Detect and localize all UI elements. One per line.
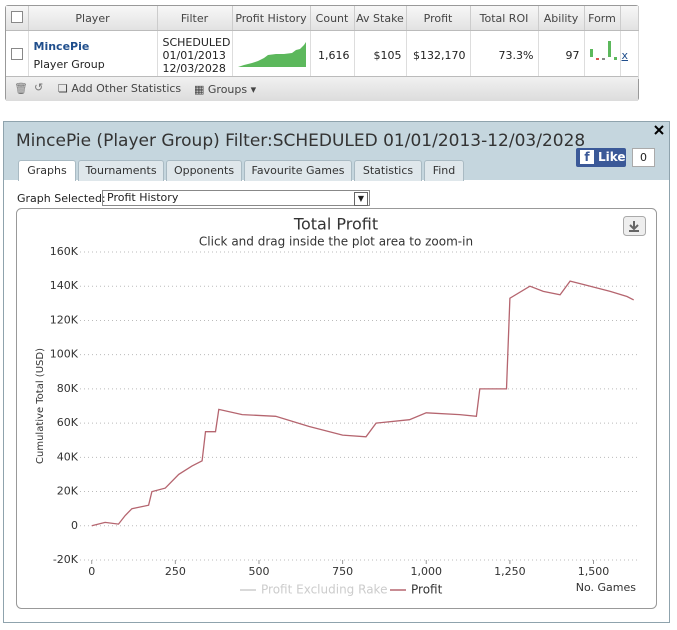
sparkline — [237, 41, 306, 67]
groups-label[interactable]: Groups — [207, 83, 248, 96]
y-axis-title: Cumulative Total (USD) — [35, 348, 46, 464]
like-label[interactable]: Like — [598, 150, 626, 164]
filter-line: SCHEDULED — [162, 35, 231, 49]
header[interactable]: Form — [584, 6, 621, 31]
tab[interactable]: Statistics — [354, 160, 422, 181]
graph-label: Graph Selected: — [17, 192, 106, 205]
tab[interactable]: Graphs — [18, 160, 76, 181]
header[interactable]: Ability — [538, 6, 585, 31]
y-tick-label: 20K — [57, 485, 79, 498]
header[interactable]: Av Stake — [354, 6, 407, 31]
graph-select-value[interactable]: Profit History — [107, 191, 179, 204]
like-button[interactable]: f Like — [576, 148, 626, 167]
chart-title: Total Profit — [293, 215, 378, 234]
header[interactable]: Total ROI — [470, 6, 539, 31]
x-axis-title: No. Games — [576, 581, 637, 594]
count: 1,616 — [310, 30, 355, 79]
groups-menu[interactable]: ▦ Groups ▾ — [194, 83, 257, 96]
chart: Total Profit Click and drag inside the p… — [16, 208, 657, 609]
y-tick-label: 140K — [50, 279, 79, 292]
stats-table: Player Filter Profit History Count Av St… — [6, 6, 639, 79]
panel-title: MincePie (Player Group) Filter:SCHEDULED… — [16, 131, 586, 151]
y-tick-label: 0 — [71, 519, 78, 532]
panel-header: MincePie (Player Group) Filter:SCHEDULED… — [4, 122, 669, 181]
x-tick-label: 1,000 — [410, 565, 442, 578]
y-tick-label: 160K — [50, 245, 79, 258]
profit-line — [91, 280, 634, 527]
tab[interactable]: Tournaments — [78, 160, 164, 181]
y-tick-label: -20K — [53, 553, 79, 566]
total-roi: 73.3% — [470, 30, 539, 79]
header[interactable]: Profit — [406, 6, 471, 31]
remove-row[interactable]: x — [620, 30, 639, 79]
x-tick-label: 250 — [165, 565, 186, 578]
like-count: 0 — [632, 148, 655, 167]
tab[interactable]: Favourite Games — [244, 160, 352, 181]
close-button[interactable] — [654, 125, 664, 135]
x-tick-label: 0 — [88, 565, 95, 578]
y-tick-label: 100K — [50, 348, 79, 361]
header[interactable]: Player — [28, 6, 158, 31]
form-bars — [589, 40, 617, 60]
chart-subtitle: Click and drag inside the plot area to z… — [199, 235, 473, 249]
av-stake: $105 — [354, 30, 407, 79]
add-statistics[interactable]: ❏ Add Other Statistics — [58, 82, 182, 95]
row-select[interactable] — [6, 30, 29, 79]
player-group: Player Group — [33, 57, 105, 71]
toolbar: 🗑 ↺ ❏ Add Other Statistics ▦ Groups ▾ — [6, 76, 638, 101]
y-tick-label: 40K — [57, 450, 79, 463]
header[interactable]: Profit History — [232, 6, 311, 31]
tab[interactable]: Find — [424, 160, 464, 181]
filter-line: 01/01/2013 — [162, 48, 226, 62]
ability: 97 — [538, 30, 585, 79]
y-tick-label: 120K — [50, 313, 79, 326]
delete-icon[interactable]: 🗑 — [14, 82, 28, 95]
x-tick-label: 1,250 — [494, 565, 526, 578]
x-tick-label: 500 — [248, 565, 269, 578]
player-name[interactable]: MincePie — [33, 39, 90, 53]
filter-line: 12/03/2028 — [162, 61, 226, 75]
y-tick-label: 80K — [57, 382, 79, 395]
export-button[interactable] — [623, 216, 646, 236]
legend-label[interactable]: Profit — [411, 583, 443, 597]
add-statistics-label[interactable]: Add Other Statistics — [71, 82, 182, 95]
legend-label[interactable]: Profit Excluding Rake — [261, 583, 387, 597]
x-tick-label: 750 — [332, 565, 353, 578]
graph-select[interactable]: Profit History ▼ — [102, 190, 370, 206]
header[interactable]: Filter — [157, 6, 233, 31]
x-tick-label: 1,500 — [578, 565, 610, 578]
profit: $132,170 — [406, 30, 471, 79]
select-all[interactable] — [6, 6, 29, 31]
stats-table-box: Player Filter Profit History Count Av St… — [5, 5, 639, 101]
y-tick-label: 60K — [57, 416, 79, 429]
refresh-icon[interactable]: ↺ — [34, 81, 44, 94]
header[interactable]: Count — [310, 6, 355, 31]
tab[interactable]: Opponents — [166, 160, 242, 181]
